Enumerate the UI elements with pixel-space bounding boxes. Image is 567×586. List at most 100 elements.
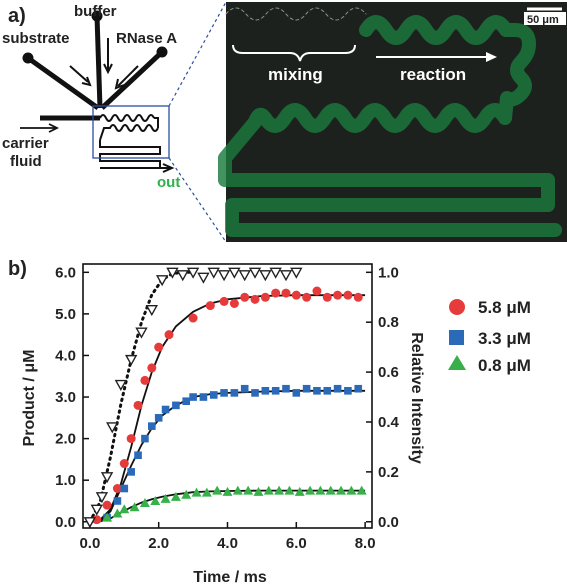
y-tick-label: 3.0 bbox=[55, 389, 76, 406]
data-point-triangle bbox=[139, 498, 150, 508]
data-point-circle bbox=[140, 375, 150, 385]
data-point-circle bbox=[188, 313, 198, 323]
panel-b-label: b) bbox=[8, 258, 27, 280]
data-point-square bbox=[113, 497, 122, 505]
x-tick-label: 2.0 bbox=[148, 535, 169, 552]
y2-tick-label: 0.8 bbox=[378, 314, 399, 331]
data-point-triangle-open bbox=[100, 472, 114, 484]
y2-tick-label: 0.4 bbox=[378, 414, 400, 431]
legend-label-3-3: 3.3 μM bbox=[478, 329, 531, 348]
data-point-square bbox=[282, 384, 290, 393]
legend-marker-3-3 bbox=[449, 330, 464, 345]
data-point-circle bbox=[147, 363, 157, 373]
data-point-square bbox=[230, 389, 239, 397]
data-point-square bbox=[354, 384, 363, 393]
data-markers bbox=[83, 267, 367, 529]
data-point-circle bbox=[240, 292, 250, 302]
data-point-circle bbox=[271, 288, 281, 298]
data-point-triangle bbox=[181, 489, 192, 499]
data-point-square bbox=[172, 401, 180, 410]
y-tick-label: 1.0 bbox=[55, 472, 76, 489]
data-point-square bbox=[261, 387, 270, 395]
data-point-triangle bbox=[232, 485, 243, 495]
data-point-triangle-open bbox=[106, 422, 119, 434]
reaction-label: reaction bbox=[400, 65, 466, 84]
x-tick-label: 0.0 bbox=[79, 535, 100, 552]
y2-axis: 0.0 0.2 0.4 0.6 0.8 1.0 bbox=[366, 264, 400, 531]
zoom-box bbox=[92, 105, 170, 159]
data-point-triangle bbox=[274, 485, 285, 495]
data-point-triangle bbox=[102, 512, 113, 522]
x-tick-label: 8.0 bbox=[355, 535, 376, 552]
fit-line bbox=[89, 389, 366, 523]
y-tick-label: 5.0 bbox=[55, 306, 76, 323]
legend bbox=[448, 299, 466, 370]
data-point-triangle bbox=[129, 502, 140, 512]
data-point-triangle-open bbox=[217, 270, 231, 282]
fluorescence-micrograph bbox=[218, 2, 567, 242]
data-point-triangle-open bbox=[197, 272, 210, 284]
data-point-triangle-open bbox=[83, 517, 97, 529]
data-point-circle bbox=[102, 500, 112, 510]
data-point-circle bbox=[133, 400, 143, 410]
data-point-triangle-open bbox=[207, 267, 220, 279]
data-point-circle bbox=[164, 330, 174, 340]
data-point-square bbox=[120, 484, 129, 493]
data-point-triangle-open bbox=[248, 267, 262, 279]
y2-tick-label: 0.2 bbox=[378, 464, 399, 481]
data-point-circle bbox=[281, 288, 291, 298]
data-point-triangle bbox=[150, 495, 161, 505]
data-point-square bbox=[251, 389, 259, 397]
legend-marker-0-8 bbox=[448, 355, 466, 370]
data-point-triangle bbox=[201, 487, 212, 497]
data-point-triangle bbox=[263, 485, 274, 495]
data-point-triangle bbox=[294, 486, 305, 496]
data-point-circle bbox=[260, 292, 270, 302]
y-axis: 0.0 1.0 2.0 3.0 4.0 5.0 6.0 bbox=[55, 264, 89, 531]
data-point-circle bbox=[126, 434, 136, 444]
fit-curves bbox=[88, 270, 366, 524]
data-point-circle bbox=[322, 292, 332, 302]
data-point-square bbox=[323, 387, 332, 395]
data-point-square bbox=[189, 393, 197, 401]
data-point-circle bbox=[112, 484, 122, 494]
legend-label-5-8: 5.8 μM bbox=[478, 298, 531, 317]
fit-line bbox=[88, 270, 195, 524]
data-point-square bbox=[344, 387, 352, 395]
chip-schematic bbox=[20, 10, 175, 173]
data-point-triangle bbox=[112, 508, 123, 518]
data-point-triangle bbox=[212, 485, 223, 495]
data-point-square bbox=[333, 384, 342, 393]
y-tick-label: 0.0 bbox=[55, 514, 76, 531]
data-point-square bbox=[182, 397, 191, 405]
data-point-square bbox=[127, 468, 135, 476]
data-point-triangle-open bbox=[155, 275, 169, 287]
data-point-triangle bbox=[160, 493, 171, 503]
y-axis-title: Product / μM bbox=[21, 350, 38, 447]
data-point-triangle bbox=[191, 487, 202, 497]
data-point-circle bbox=[154, 342, 164, 352]
data-point-triangle-open bbox=[114, 379, 128, 392]
x-axis: 0.0 2.0 4.0 6.0 8.0 bbox=[79, 522, 376, 552]
data-point-square bbox=[141, 434, 149, 443]
y2-axis-title: Relative Intensity bbox=[408, 332, 425, 464]
inlet-rnase-label: RNase A bbox=[116, 30, 177, 47]
data-point-circle bbox=[291, 290, 301, 300]
y2-tick-label: 1.0 bbox=[378, 264, 399, 281]
legend-marker-5-8 bbox=[449, 299, 465, 315]
data-point-square bbox=[199, 393, 208, 401]
data-point-triangle bbox=[325, 485, 336, 495]
x-tick-label: 4.0 bbox=[217, 535, 238, 552]
inlet-substrate-label: substrate bbox=[2, 30, 70, 47]
reaction-arrow bbox=[376, 52, 497, 62]
data-point-triangle-open bbox=[259, 270, 272, 282]
data-point-square bbox=[271, 387, 280, 395]
mixing-bracket bbox=[232, 44, 356, 62]
zoom-line-bottom bbox=[168, 157, 227, 243]
data-point-square bbox=[134, 451, 142, 460]
data-point-square bbox=[220, 389, 228, 397]
data-point-square bbox=[209, 391, 218, 399]
data-point-triangle bbox=[315, 485, 326, 495]
data-point-square bbox=[313, 387, 321, 395]
data-point-circle bbox=[250, 294, 260, 304]
